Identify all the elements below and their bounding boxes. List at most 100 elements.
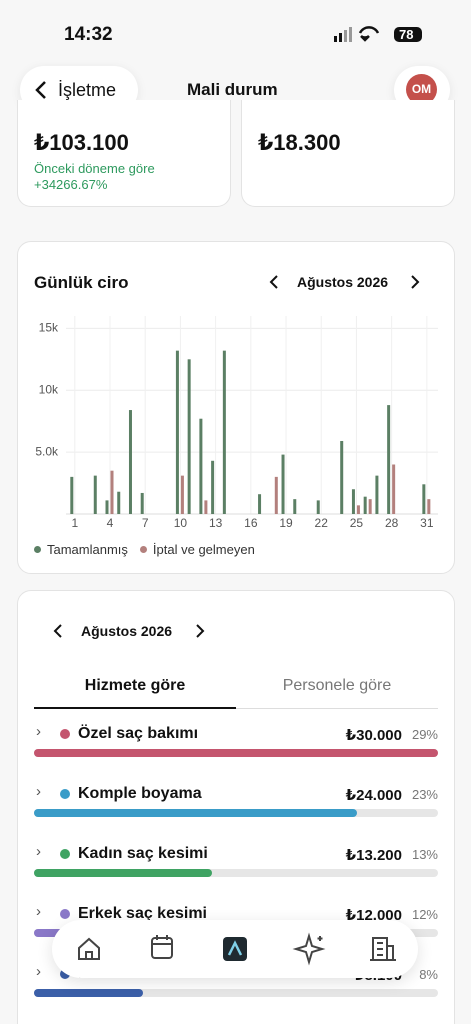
tab-active[interactable]: Hizmete göre: [84, 677, 186, 694]
next-month[interactable]: [194, 623, 206, 639]
chart-title: Günlük ciro: [34, 273, 129, 292]
legend-label: Tamamlanmış: [47, 542, 128, 557]
row-chevron: ›: [36, 783, 41, 800]
bar: [274, 476, 278, 514]
bar: [204, 500, 208, 514]
bar: [281, 454, 285, 514]
summary-card: ₺18.300: [241, 100, 455, 207]
x-tick-label: 4: [107, 516, 114, 530]
y-tick-label: 15k: [39, 321, 59, 335]
legend-item: Tamamlanmış: [34, 542, 128, 557]
bar: [140, 492, 144, 514]
bar: [187, 359, 191, 514]
row-percent: 12%: [411, 907, 438, 922]
home-icon[interactable]: [78, 937, 100, 960]
bar: [180, 475, 184, 514]
row-chevron: ›: [36, 903, 41, 920]
summary-change: +34266.67%: [34, 177, 108, 192]
bar: [340, 440, 344, 514]
bar: [258, 494, 262, 514]
battery: 78: [399, 27, 414, 42]
bar: [105, 500, 109, 514]
calendar-icon[interactable]: [151, 937, 173, 959]
row-percent: 8%: [419, 967, 438, 982]
x-tick-label: 28: [385, 516, 399, 530]
ai-icon[interactable]: [292, 932, 326, 966]
bar: [316, 500, 320, 514]
y-tick-label: 5.0k: [35, 444, 59, 458]
bar: [93, 475, 97, 514]
chart-period: Ağustos 2026: [297, 274, 389, 290]
bar: [427, 499, 431, 514]
row-bar: [34, 989, 144, 997]
x-tick-label: 16: [244, 516, 258, 530]
row-percent: 23%: [411, 787, 438, 802]
row-percent: 13%: [411, 847, 438, 862]
row-bar: [34, 809, 358, 817]
legend-swatch: [139, 546, 147, 553]
chart: 5.0k 10k 15k 1 4 7 10 13 16 19 22 25 28 31: [35, 316, 438, 530]
bar: [110, 470, 114, 514]
bar: [375, 475, 379, 514]
tab-icons: [78, 932, 396, 966]
x-tick-label: 1: [71, 516, 78, 530]
summary-value: ₺103.100: [34, 130, 129, 155]
tab-bar: [52, 920, 418, 978]
bar: [211, 460, 215, 514]
breakdown-period: Ağustos 2026: [81, 623, 173, 639]
tab[interactable]: Personele göre: [282, 677, 392, 694]
row-name: Özel saç bakımı: [78, 725, 199, 742]
row-name: Komple boyama: [78, 785, 202, 802]
bar: [351, 489, 355, 514]
bar: [293, 499, 297, 514]
bar: [363, 496, 367, 514]
legend-item: İptal ve gelmeyen: [139, 542, 255, 557]
row-dot: [60, 789, 70, 799]
bar: [199, 418, 203, 514]
bar: [117, 491, 121, 514]
tab-indicator: [34, 707, 236, 709]
back-label: İşletme: [58, 80, 117, 100]
row-amount: ₺13.200: [345, 847, 402, 864]
bar: [356, 505, 360, 514]
row-dot: [60, 849, 70, 859]
row-dot: [60, 969, 70, 979]
prev-month[interactable]: [268, 274, 280, 290]
row-percent: 29%: [411, 727, 438, 742]
bar: [422, 484, 426, 514]
row-amount: ₺24.000: [345, 787, 402, 804]
row-dot: [60, 729, 70, 739]
bar: [222, 350, 226, 514]
avatar: OM: [406, 74, 437, 105]
legend: Tamamlanmış İptal ve gelmeyen: [34, 542, 255, 557]
row-track: [34, 869, 438, 877]
summary-value: ₺18.300: [258, 130, 341, 155]
x-tick-label: 31: [420, 516, 434, 530]
row-track: [34, 989, 438, 997]
legend-label: İptal ve gelmeyen: [152, 542, 255, 557]
tab-divider: [34, 708, 438, 709]
bar: [70, 476, 74, 514]
row-chevron: ›: [36, 843, 41, 860]
row-amount: ₺12.000: [345, 907, 402, 924]
summary-card: ₺103.100 Önceki döneme göre +34266.67%: [17, 100, 231, 207]
status-icons: [334, 26, 422, 42]
business-icon[interactable]: [370, 937, 396, 961]
x-tick-label: 22: [315, 516, 329, 530]
y-tick-label: 10k: [39, 382, 59, 396]
time: 14:32: [64, 24, 113, 45]
row-bar: [34, 869, 212, 877]
legend-swatch: [34, 546, 41, 553]
prev-month[interactable]: [52, 623, 64, 639]
row-chevron: ›: [36, 723, 41, 740]
next-month[interactable]: [409, 274, 421, 290]
bar: [368, 499, 372, 514]
row-bar: [34, 749, 438, 757]
page-title: Mali durum: [187, 80, 278, 99]
row-chevron: ›: [36, 963, 41, 980]
bar: [175, 350, 179, 514]
x-tick-label: 7: [142, 516, 149, 530]
x-tick-label: 10: [174, 516, 188, 530]
bar: [392, 464, 396, 514]
